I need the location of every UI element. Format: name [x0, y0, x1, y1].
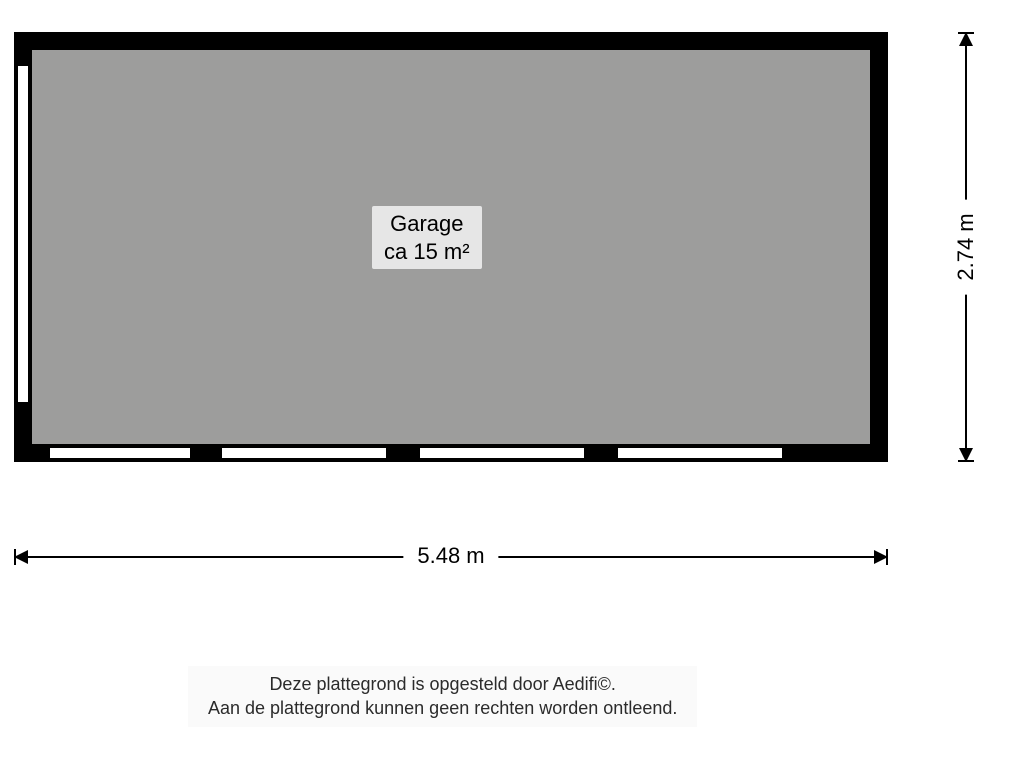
- door-panel: [50, 446, 190, 460]
- room-name: Garage: [384, 210, 470, 238]
- disclaimer-line: Aan de plattegrond kunnen geen rechten w…: [208, 696, 677, 720]
- arrow-up-icon: [959, 32, 973, 46]
- door-panel: [618, 446, 782, 460]
- arrow-left-icon: [14, 550, 28, 564]
- dimension-value: 5.48 m: [403, 543, 498, 569]
- disclaimer: Deze plattegrond is opgesteld door Aedif…: [188, 666, 697, 727]
- dimension-tick: [958, 460, 974, 462]
- wall-right: [870, 32, 888, 462]
- disclaimer-line: Deze plattegrond is opgesteld door Aedif…: [208, 672, 677, 696]
- floorplan: Garage ca 15 m² 5.48 m 2.74 m Deze platt…: [0, 0, 1024, 768]
- dimension-value: 2.74 m: [953, 199, 979, 294]
- door-panel: [222, 446, 386, 460]
- dimension-tick: [886, 549, 888, 565]
- room-area: ca 15 m²: [384, 238, 470, 266]
- dimension-width: 5.48 m: [14, 556, 888, 558]
- dimension-height: 2.74 m: [952, 32, 980, 462]
- door-panel: [420, 446, 584, 460]
- room-label: Garage ca 15 m²: [372, 206, 482, 269]
- side-opening: [16, 66, 30, 402]
- wall-top: [14, 32, 888, 50]
